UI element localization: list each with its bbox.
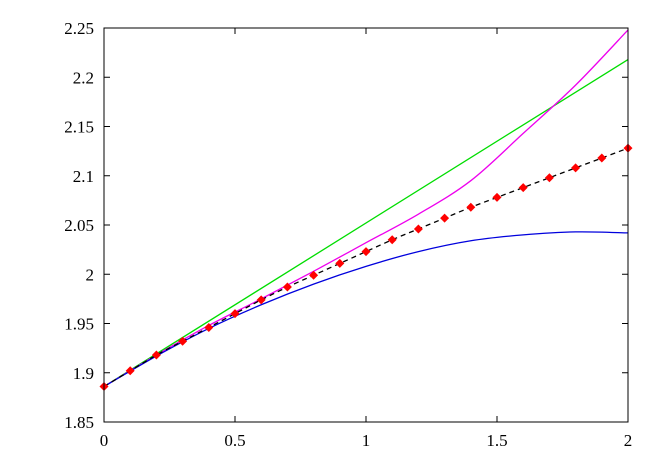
plot-frame <box>103 27 629 423</box>
data-point-marker <box>151 350 161 360</box>
data-point-marker <box>178 336 188 346</box>
data-point-marker <box>361 247 371 257</box>
x-tick-label: 0 <box>100 431 109 450</box>
data-point-marker <box>544 173 554 183</box>
y-tick-labels: 1.85 1.9 1.95 2 2.05 2.1 2.15 2.2 2.25 <box>64 19 94 432</box>
x-tick-label: 0.5 <box>224 431 245 450</box>
x-tick-label: 1 <box>362 431 371 450</box>
data-point-marker <box>335 258 345 268</box>
series-line-magenta <box>103 29 629 388</box>
data-point-marker <box>256 295 266 305</box>
data-point-marker <box>282 282 292 292</box>
data-point-marker <box>204 322 214 332</box>
data-point-marker <box>413 224 423 234</box>
data-point-marker <box>518 183 528 193</box>
series-line-dashed-black <box>103 147 629 388</box>
y-tick-label: 2.25 <box>64 19 94 38</box>
data-point-marker <box>597 153 607 163</box>
data-point-marker <box>309 270 319 280</box>
x-tick-label: 1.5 <box>486 431 507 450</box>
y-tick-label: 2 <box>86 265 95 284</box>
y-tick-label: 1.95 <box>64 315 94 334</box>
y-tick-label: 2.15 <box>64 118 94 137</box>
y-tick-label: 1.9 <box>73 364 94 383</box>
x-tick-label: 2 <box>624 431 633 450</box>
y-tick-label: 1.85 <box>64 413 94 432</box>
y-tick-label: 2.1 <box>73 167 94 186</box>
data-point-marker <box>125 366 135 376</box>
data-point-marker <box>387 235 397 245</box>
data-point-marker <box>466 202 476 212</box>
data-point-marker <box>440 213 450 223</box>
data-point-marker <box>230 309 240 319</box>
y-tick-label: 2.05 <box>64 216 94 235</box>
data-point-marker <box>492 192 502 202</box>
x-tick-labels: 0 0.5 1 1.5 2 <box>100 431 633 450</box>
axis-ticks <box>103 27 629 423</box>
y-tick-label: 2.2 <box>73 68 94 87</box>
series-layer <box>99 29 633 392</box>
data-point-marker <box>571 163 581 173</box>
series-line-green <box>103 58 629 388</box>
